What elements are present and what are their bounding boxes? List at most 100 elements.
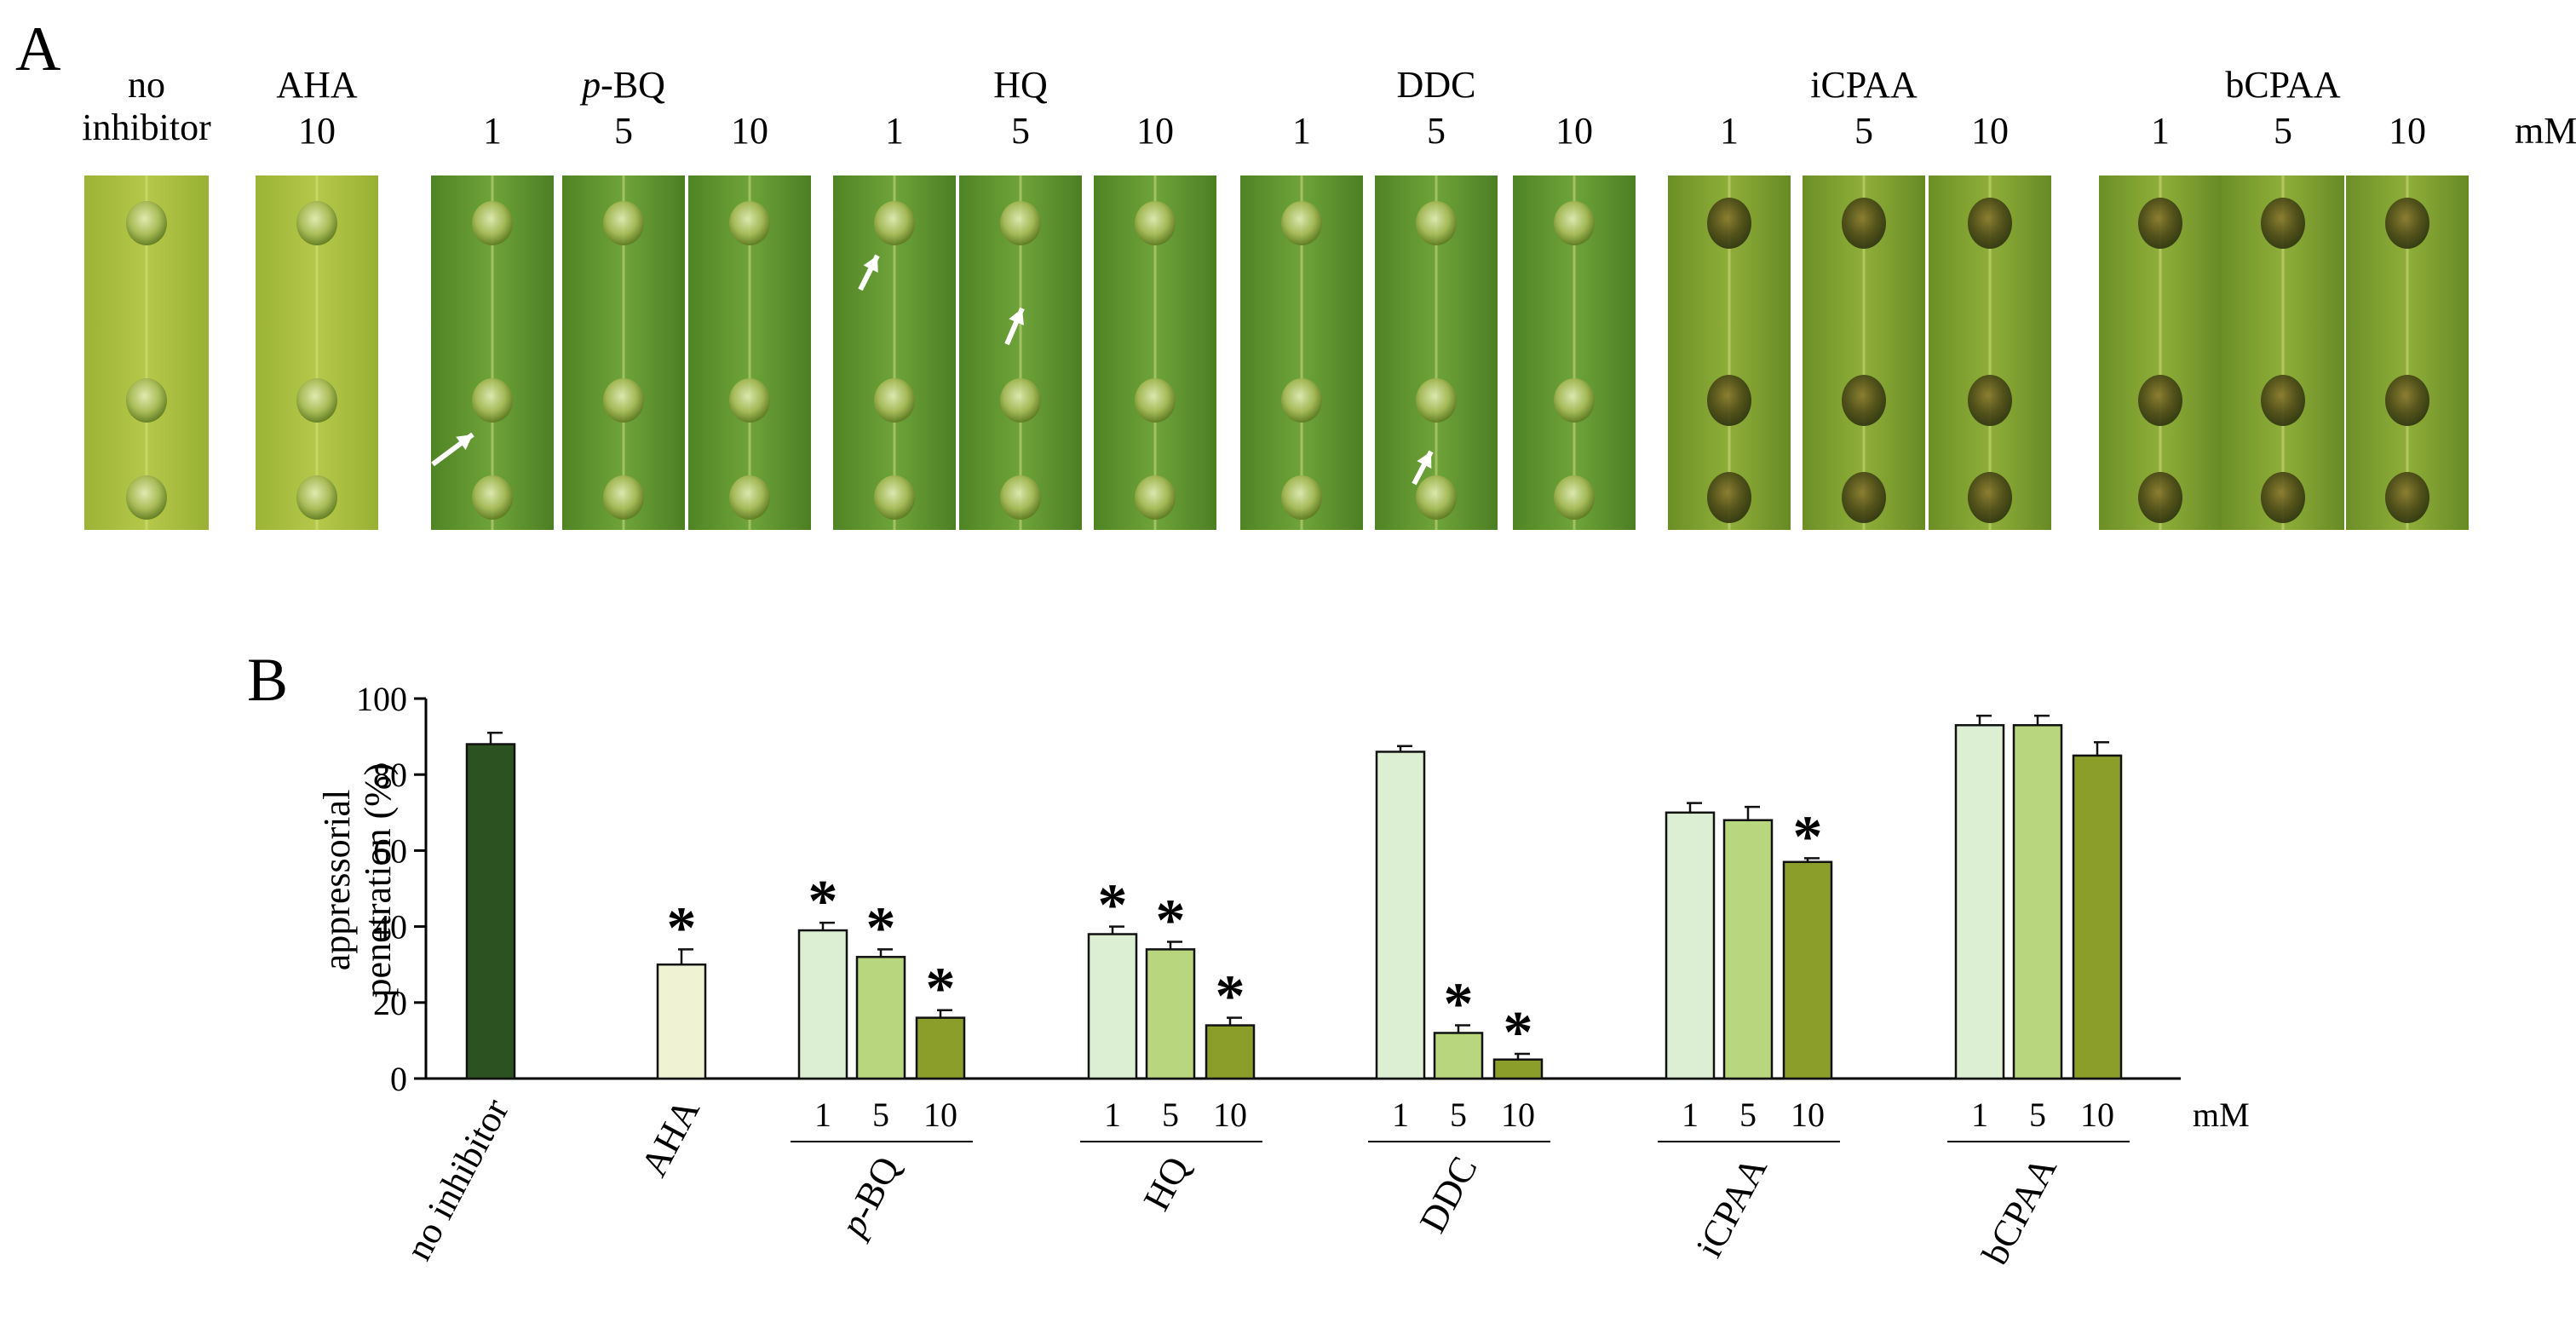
droplet	[126, 475, 167, 520]
droplet	[2138, 198, 2182, 249]
bar	[797, 929, 848, 1080]
concentration-label: 10	[2389, 110, 2426, 152]
group-label-line1: no	[128, 64, 165, 106]
droplet	[1707, 472, 1751, 523]
concentration-label: 1	[1292, 110, 1311, 152]
droplet	[1135, 378, 1176, 423]
droplet	[1554, 201, 1595, 245]
bar	[2012, 723, 2063, 1080]
droplet	[472, 378, 513, 423]
droplet	[874, 378, 915, 423]
droplet	[1842, 375, 1886, 426]
concentration-label: 10	[1971, 110, 2009, 152]
droplet	[1135, 475, 1176, 520]
droplet	[1968, 198, 2012, 249]
significance-asterisk: *	[1098, 873, 1128, 939]
droplet	[603, 378, 644, 423]
bar	[1145, 948, 1196, 1080]
group-name-label: iCPAA	[1688, 1149, 1775, 1263]
droplet	[1554, 378, 1595, 423]
droplet	[729, 378, 770, 423]
droplet	[2261, 375, 2305, 426]
arrow-head-icon	[1009, 308, 1024, 325]
concentration-tick-label: 10	[1791, 1096, 1825, 1134]
concentration-label: 10	[1136, 110, 1174, 152]
bar	[2072, 754, 2123, 1080]
concentration-label: 5	[1854, 110, 1873, 152]
significance-asterisk: *	[667, 895, 697, 961]
group-label-line2: inhibitor	[82, 106, 211, 148]
droplet	[2385, 375, 2429, 426]
unit-label-mm: mM	[2193, 1096, 2250, 1134]
group-name-label: DDC	[1412, 1150, 1486, 1240]
bar	[656, 963, 707, 1080]
droplet	[1968, 472, 2012, 523]
bar	[1782, 860, 1833, 1080]
y-tick-label: 80	[373, 756, 407, 794]
concentration-tick-label: 5	[872, 1096, 889, 1134]
concentration-label: 1	[483, 110, 502, 152]
droplet	[1135, 201, 1176, 245]
y-tick-label: 40	[373, 908, 407, 946]
droplet	[874, 201, 915, 245]
droplet	[1842, 472, 1886, 523]
arrow-head-icon	[1417, 452, 1432, 469]
group-name-label: AHA	[633, 1091, 708, 1182]
droplet	[1707, 198, 1751, 249]
droplet	[1842, 198, 1886, 249]
droplet	[1968, 375, 2012, 426]
group-label: AHA	[276, 64, 358, 106]
concentration-tick-label: 5	[2029, 1096, 2046, 1134]
bar	[855, 956, 906, 1080]
droplet	[2138, 375, 2182, 426]
concentration-label: 5	[1427, 110, 1446, 152]
significance-asterisk: *	[926, 957, 956, 1022]
group-label-rest: -BQ	[601, 64, 665, 106]
concentration-tick-label: 10	[1213, 1096, 1247, 1134]
droplet	[1416, 201, 1457, 245]
droplet	[126, 378, 167, 423]
concentration-label: 1	[885, 110, 904, 152]
bar	[1087, 933, 1138, 1080]
concentration-label: 5	[1011, 110, 1030, 152]
droplet	[874, 475, 915, 520]
droplet	[2385, 472, 2429, 523]
concentration-tick-label: 10	[1501, 1096, 1535, 1134]
group-label: bCPAA	[2225, 64, 2341, 106]
group-label: HQ	[993, 64, 1048, 106]
y-axis-title: appressorial penetration (%)	[316, 763, 399, 998]
droplet	[603, 475, 644, 520]
y-tick-label: 0	[390, 1060, 407, 1098]
chart-bars: * * * * * * * * * *	[465, 714, 2123, 1080]
group-label: DDC	[1397, 64, 1476, 106]
bar	[1375, 751, 1426, 1080]
concentration-label: 1	[2151, 110, 2170, 152]
significance-asterisk: *	[1444, 972, 1474, 1038]
panel-a-label: A	[15, 14, 60, 84]
concentration-label: 10	[298, 110, 336, 152]
droplet	[472, 475, 513, 520]
droplet	[296, 201, 337, 245]
concentration-tick-label: 1	[1392, 1096, 1409, 1134]
group-name-label: bCPAA	[1974, 1150, 2065, 1272]
concentration-tick-label: 10	[2080, 1096, 2114, 1134]
concentration-tick-label: 5	[1450, 1096, 1467, 1134]
significance-asterisk: *	[1216, 964, 1245, 1030]
group-label: p-BQ	[579, 64, 665, 106]
concentration-label: 5	[614, 110, 633, 152]
droplet	[1554, 475, 1595, 520]
arrow-head-icon	[863, 256, 878, 273]
concentration-tick-label: 5	[1739, 1096, 1757, 1134]
group-name-label: no inhibitor	[398, 1091, 517, 1267]
bar	[1954, 723, 2005, 1080]
bar	[1722, 819, 1774, 1080]
droplet	[126, 201, 167, 245]
droplet	[1281, 201, 1322, 245]
panel-a-photos	[84, 175, 2469, 530]
droplet	[1707, 375, 1751, 426]
droplet	[2385, 198, 2429, 249]
significance-asterisk: *	[866, 895, 896, 961]
concentration-label: 5	[2274, 110, 2292, 152]
